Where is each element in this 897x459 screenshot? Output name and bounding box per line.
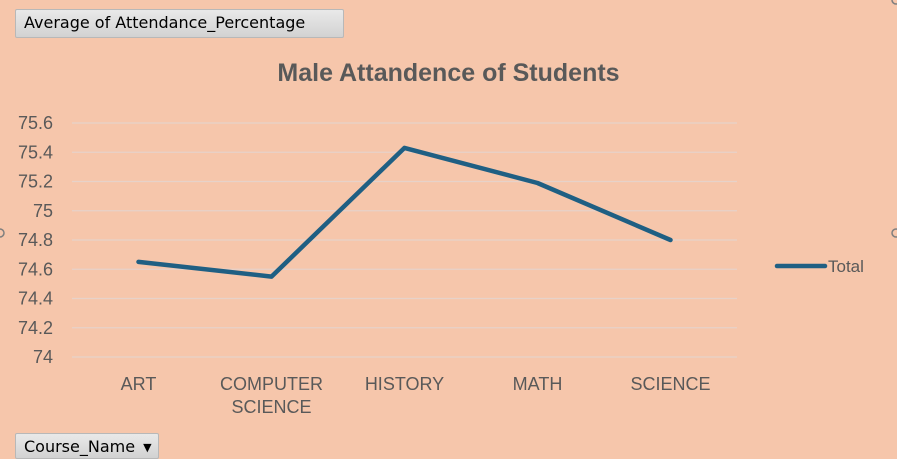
series-line-total[interactable] (136, 145, 673, 279)
chart-resize-handle-right[interactable] (891, 228, 897, 238)
triangle-down-icon[interactable]: ▼ (143, 441, 152, 454)
x-axis-tick-labels: ART COMPUTER SCIENCE HISTORY MATH SCIENCE (121, 374, 711, 417)
y-tick-label: 74.8 (18, 230, 53, 250)
x-tick-label: ART (121, 374, 157, 394)
y-axis-tick-labels: 74 74.2 74.4 74.6 74.8 75 75.2 75.4 75.6 (18, 113, 53, 367)
x-tick-label: SCIENCE (231, 397, 311, 417)
value-field-button[interactable]: Average of Attendance_Percentage (15, 9, 344, 38)
y-tick-label: 75.2 (18, 172, 53, 192)
axis-field-button[interactable]: Course_Name ▼ (15, 433, 159, 459)
x-tick-label: HISTORY (365, 374, 444, 394)
series-total (136, 145, 673, 279)
y-tick-label: 74.2 (18, 318, 53, 338)
y-tick-label: 75 (33, 201, 53, 221)
chart-title: Male Attandence of Students (277, 59, 620, 87)
chart-resize-handle-left[interactable] (0, 228, 5, 238)
value-field-label: Average of Attendance_Percentage (24, 13, 306, 32)
gridlines (72, 122, 737, 358)
x-tick-label: MATH (513, 374, 563, 394)
axis-field-label: Course_Name (24, 437, 136, 456)
y-tick-label: 74.4 (18, 289, 53, 309)
y-tick-label: 75.6 (18, 113, 53, 133)
y-tick-label: 74.6 (18, 259, 53, 279)
y-tick-label: 75.4 (18, 142, 53, 162)
y-tick-label: 74 (33, 347, 53, 367)
legend-label-total: Total (828, 257, 864, 276)
legend: Total (774, 257, 864, 276)
x-tick-label: SCIENCE (630, 374, 710, 394)
chart-resize-handle-top-right[interactable] (891, 0, 897, 5)
x-tick-label: COMPUTER (220, 374, 323, 394)
